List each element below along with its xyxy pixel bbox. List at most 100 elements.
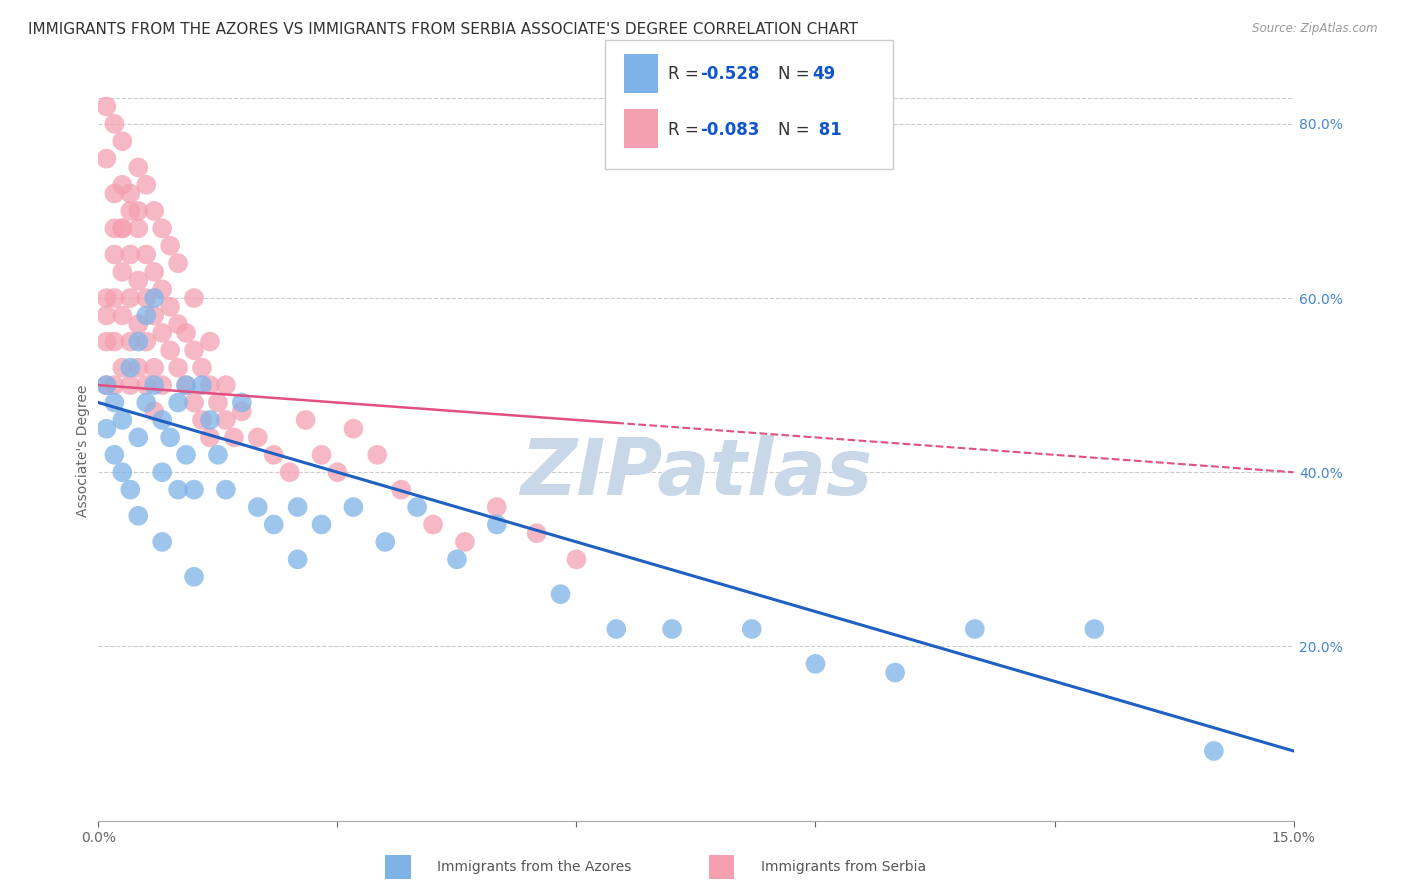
Text: 81: 81 <box>813 120 841 138</box>
Point <box>120 186 142 201</box>
Point <box>183 395 205 409</box>
Point <box>565 552 588 566</box>
Point <box>278 465 301 479</box>
Text: IMMIGRANTS FROM THE AZORES VS IMMIGRANTS FROM SERBIA ASSOCIATE'S DEGREE CORRELAT: IMMIGRANTS FROM THE AZORES VS IMMIGRANTS… <box>28 22 858 37</box>
Text: Source: ZipAtlas.com: Source: ZipAtlas.com <box>1253 22 1378 36</box>
Point <box>804 657 827 671</box>
Point <box>127 334 149 349</box>
Point <box>326 465 349 479</box>
Point <box>183 343 205 358</box>
Point <box>167 317 190 331</box>
Point <box>135 378 157 392</box>
Point <box>135 247 157 261</box>
Point <box>150 535 173 549</box>
Point <box>159 430 181 444</box>
Point <box>96 422 118 436</box>
Point <box>127 274 149 288</box>
Point <box>143 378 166 392</box>
Point <box>167 483 190 497</box>
Point <box>103 186 125 201</box>
Point <box>207 395 229 409</box>
Point <box>263 517 285 532</box>
Point <box>741 622 763 636</box>
Text: N =: N = <box>778 120 814 138</box>
Point <box>342 500 364 514</box>
Point <box>127 317 149 331</box>
Point <box>963 622 986 636</box>
Point <box>366 448 388 462</box>
Point <box>159 239 181 253</box>
Point <box>526 526 548 541</box>
Point <box>198 378 221 392</box>
Text: -0.528: -0.528 <box>700 65 759 83</box>
Point <box>135 291 157 305</box>
Point <box>389 483 412 497</box>
Point <box>174 378 197 392</box>
Point <box>143 265 166 279</box>
Point <box>150 378 173 392</box>
Point <box>198 334 221 349</box>
Point <box>96 99 118 113</box>
Point <box>191 413 214 427</box>
Point <box>96 378 118 392</box>
Point <box>150 413 173 427</box>
Point <box>120 360 142 375</box>
Point <box>159 300 181 314</box>
Point <box>135 309 157 323</box>
Point <box>143 309 166 323</box>
Point <box>311 448 333 462</box>
Point <box>183 291 205 305</box>
Point <box>342 422 364 436</box>
Point <box>263 448 285 462</box>
Point <box>183 483 205 497</box>
Point <box>103 117 125 131</box>
Point <box>454 535 477 549</box>
Point <box>167 256 190 270</box>
Point <box>103 334 125 349</box>
Point <box>231 404 253 418</box>
Text: R =: R = <box>668 65 704 83</box>
Point <box>111 413 134 427</box>
Point <box>103 395 125 409</box>
Point <box>150 326 173 340</box>
Point <box>143 404 166 418</box>
Point <box>406 500 429 514</box>
Point <box>374 535 396 549</box>
Point <box>485 517 508 532</box>
Point <box>150 221 173 235</box>
Point <box>174 378 197 392</box>
Point <box>150 465 173 479</box>
Point <box>103 221 125 235</box>
Text: 49: 49 <box>813 65 837 83</box>
Point <box>111 134 134 148</box>
Point <box>96 309 118 323</box>
Point <box>120 378 142 392</box>
Point <box>111 360 134 375</box>
Point <box>222 430 245 444</box>
Point <box>287 552 309 566</box>
Point <box>183 570 205 584</box>
Point <box>231 395 253 409</box>
Point <box>198 413 221 427</box>
Point <box>96 291 118 305</box>
Point <box>120 291 142 305</box>
Point <box>174 448 197 462</box>
Point <box>111 265 134 279</box>
Point <box>96 334 118 349</box>
Point <box>127 430 149 444</box>
Point <box>127 508 149 523</box>
Point <box>207 448 229 462</box>
Point <box>1202 744 1225 758</box>
Point <box>103 378 125 392</box>
Point <box>191 360 214 375</box>
Point <box>1083 622 1105 636</box>
Point <box>103 291 125 305</box>
Text: -0.083: -0.083 <box>700 120 759 138</box>
Point <box>246 430 269 444</box>
Point <box>96 378 118 392</box>
Point <box>103 247 125 261</box>
Point <box>120 483 142 497</box>
Point <box>111 221 134 235</box>
Y-axis label: Associate's Degree: Associate's Degree <box>76 384 90 516</box>
Point <box>287 500 309 514</box>
